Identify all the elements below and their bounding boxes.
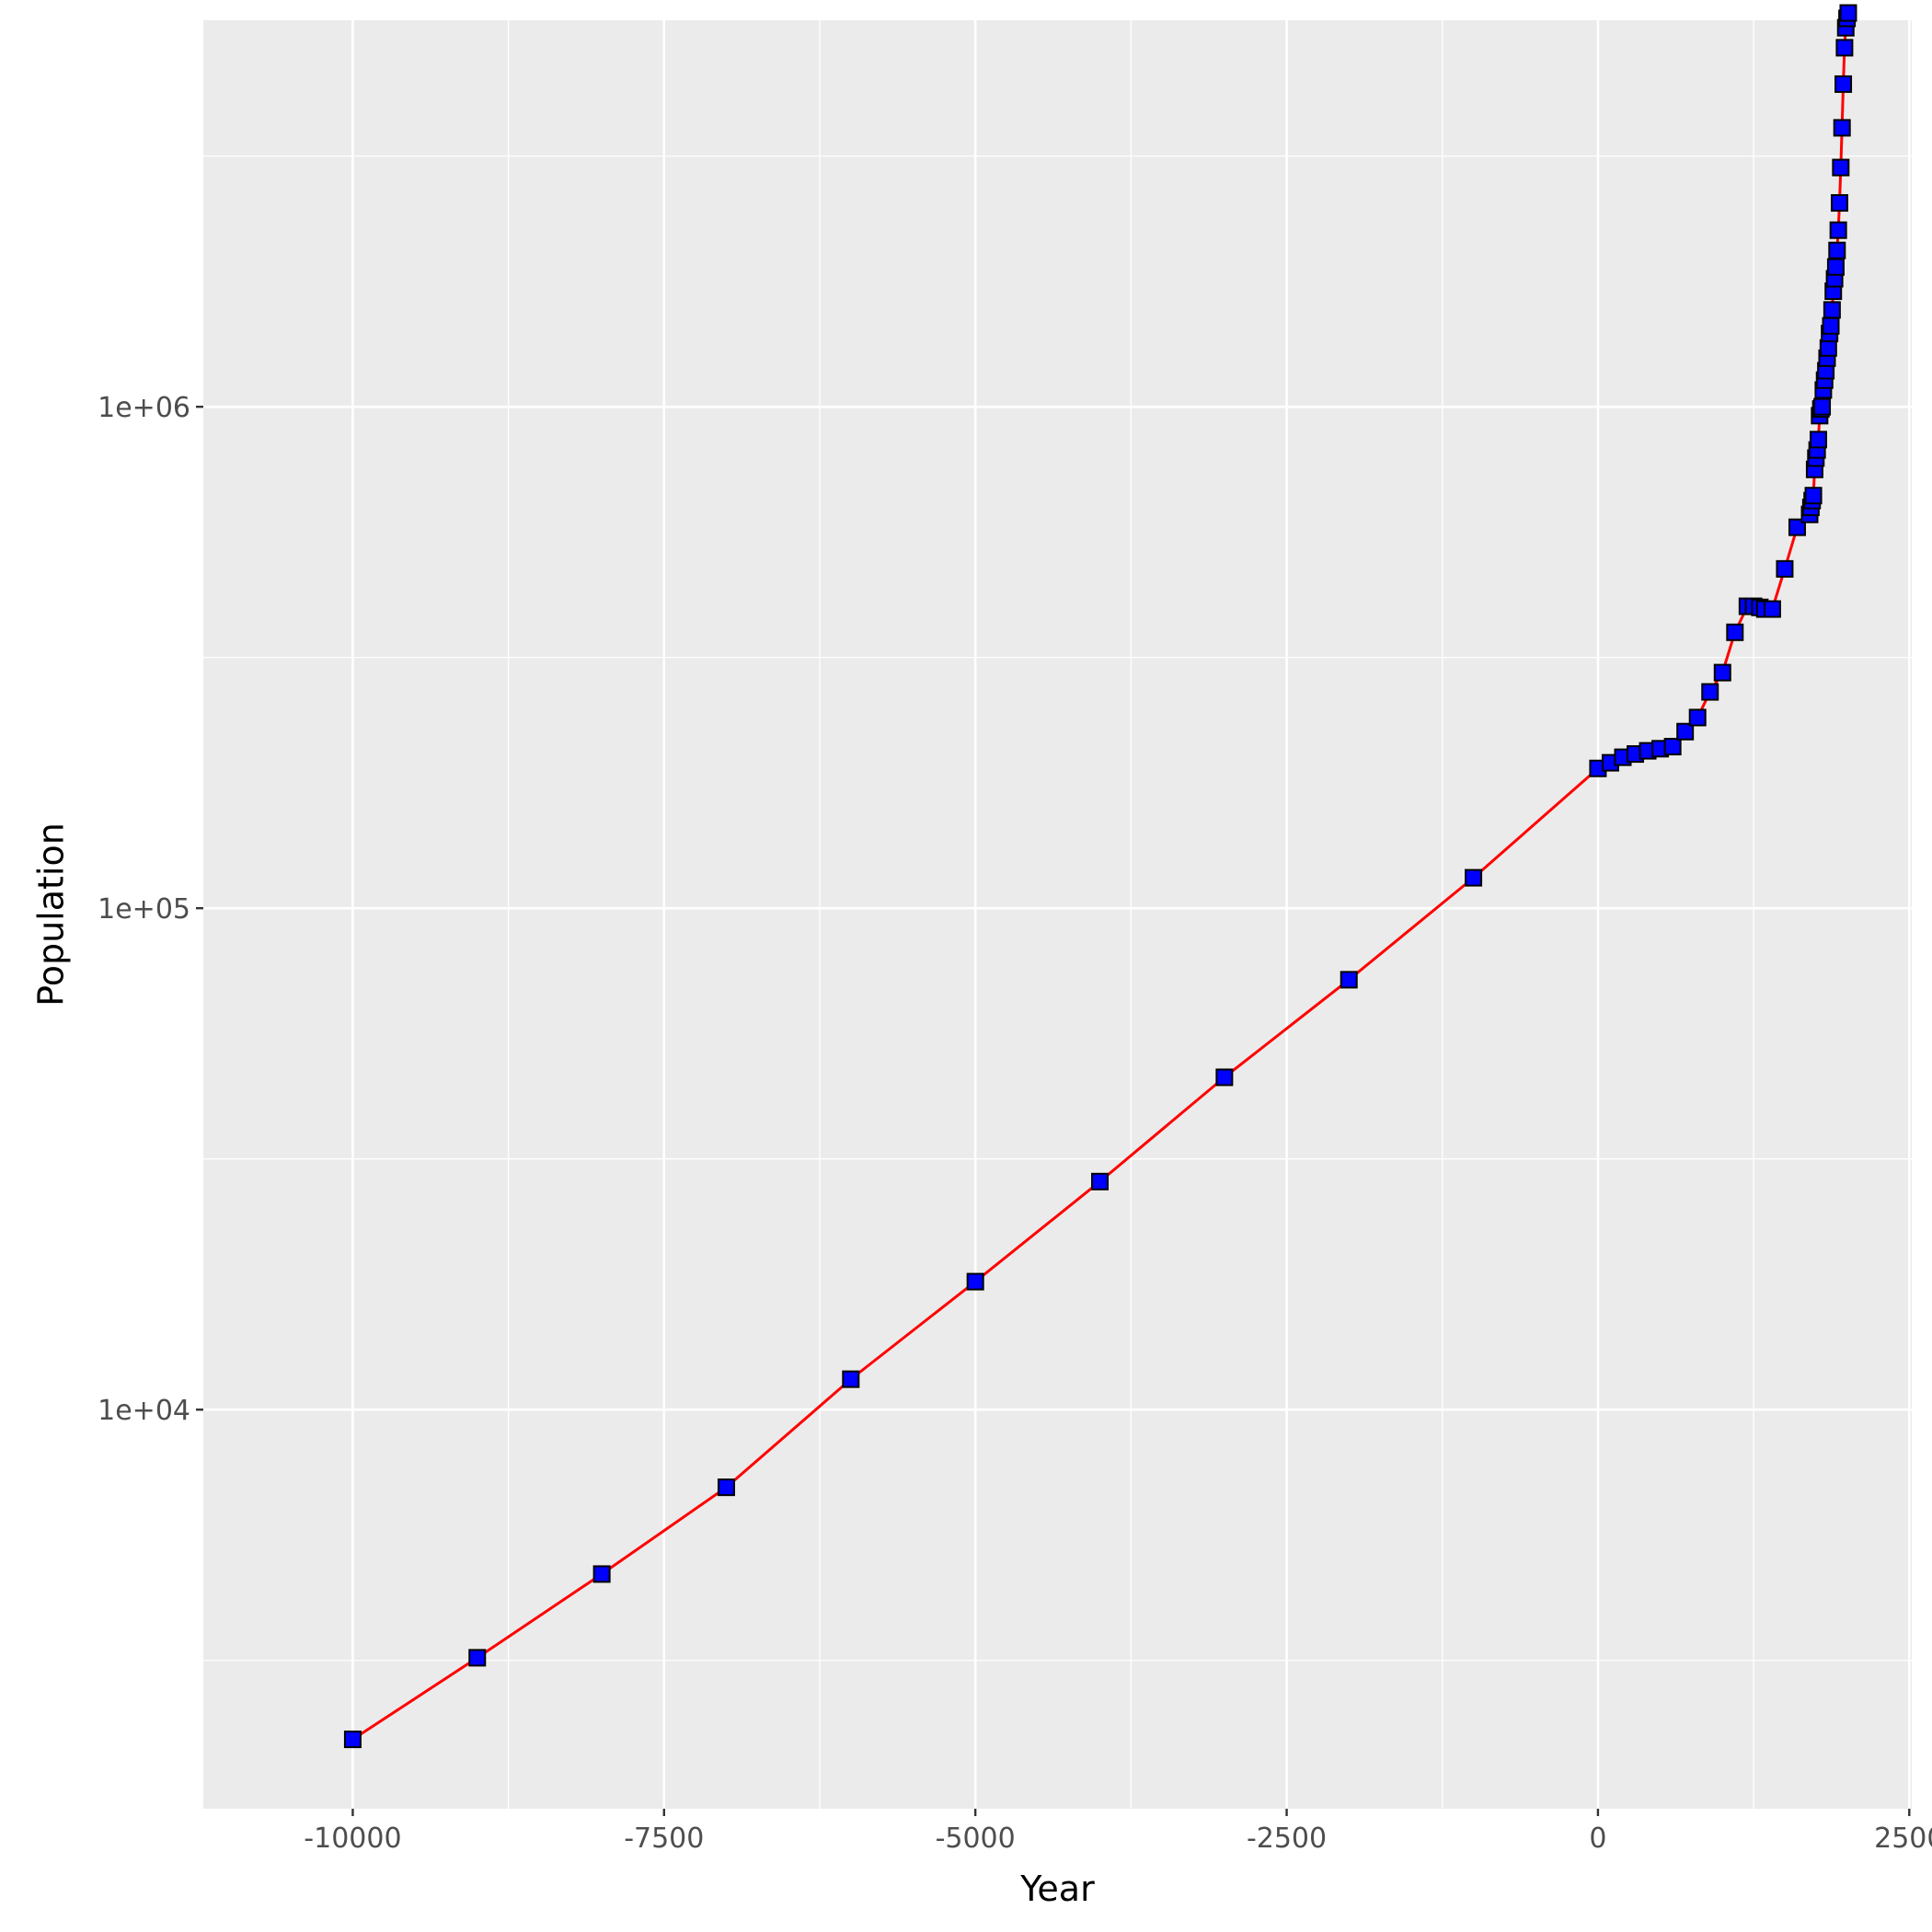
data-point <box>1804 487 1823 505</box>
data-point <box>717 1478 735 1497</box>
data-point <box>1776 559 1794 578</box>
plot-panel <box>203 20 1912 1809</box>
data-point <box>1839 4 1857 22</box>
data-point <box>1465 868 1483 887</box>
x-tick-label: -7500 <box>624 1823 704 1855</box>
data-point <box>1828 241 1846 259</box>
data-point <box>1809 431 1827 449</box>
major-gridlines <box>203 20 1912 1809</box>
data-point <box>966 1272 984 1291</box>
data-point <box>842 1370 860 1388</box>
data-point <box>1833 119 1851 137</box>
data-point <box>1834 75 1853 93</box>
y-tick-label: 1e+04 <box>98 1395 190 1427</box>
data-point <box>1788 518 1806 536</box>
data-point <box>1215 1068 1234 1087</box>
data-point <box>1819 339 1837 357</box>
data-point <box>592 1565 611 1583</box>
data-point <box>343 1731 362 1749</box>
data-point <box>1663 738 1682 756</box>
x-tick-label: 2500 <box>1874 1823 1932 1855</box>
y-axis-title: Population <box>30 822 71 1006</box>
data-point <box>1701 683 1719 701</box>
data-point <box>1713 663 1731 682</box>
x-axis-title: Year <box>1019 1869 1095 1909</box>
x-tick-label: 0 <box>1589 1823 1606 1855</box>
y-axis-ticks: 1e+04 1e+05 1e+06 <box>98 392 203 1427</box>
data-point <box>1763 600 1781 618</box>
data-point <box>1813 397 1832 416</box>
data-point <box>1340 971 1358 989</box>
x-tick-label: -10000 <box>304 1823 401 1855</box>
data-point <box>1091 1172 1110 1190</box>
data-point <box>1832 158 1850 177</box>
series-points-layer <box>343 4 1857 1749</box>
x-tick-label: -5000 <box>936 1823 1016 1855</box>
data-point <box>1830 194 1848 213</box>
y-tick-label: 1e+06 <box>98 392 190 424</box>
data-point <box>1676 722 1695 741</box>
data-point <box>468 1649 487 1667</box>
data-point <box>1688 708 1707 727</box>
data-point <box>1835 39 1854 57</box>
x-tick-label: -2500 <box>1247 1823 1327 1855</box>
minor-gridlines <box>203 20 1912 1809</box>
data-point <box>1826 258 1845 276</box>
data-point <box>1823 301 1841 319</box>
data-point <box>1829 221 1847 239</box>
x-axis-ticks: -10000 -7500 -5000 -2500 0 2500 <box>304 1809 1932 1855</box>
y-tick-label: 1e+05 <box>98 893 190 926</box>
data-point <box>1822 316 1840 335</box>
data-point <box>1726 623 1744 641</box>
